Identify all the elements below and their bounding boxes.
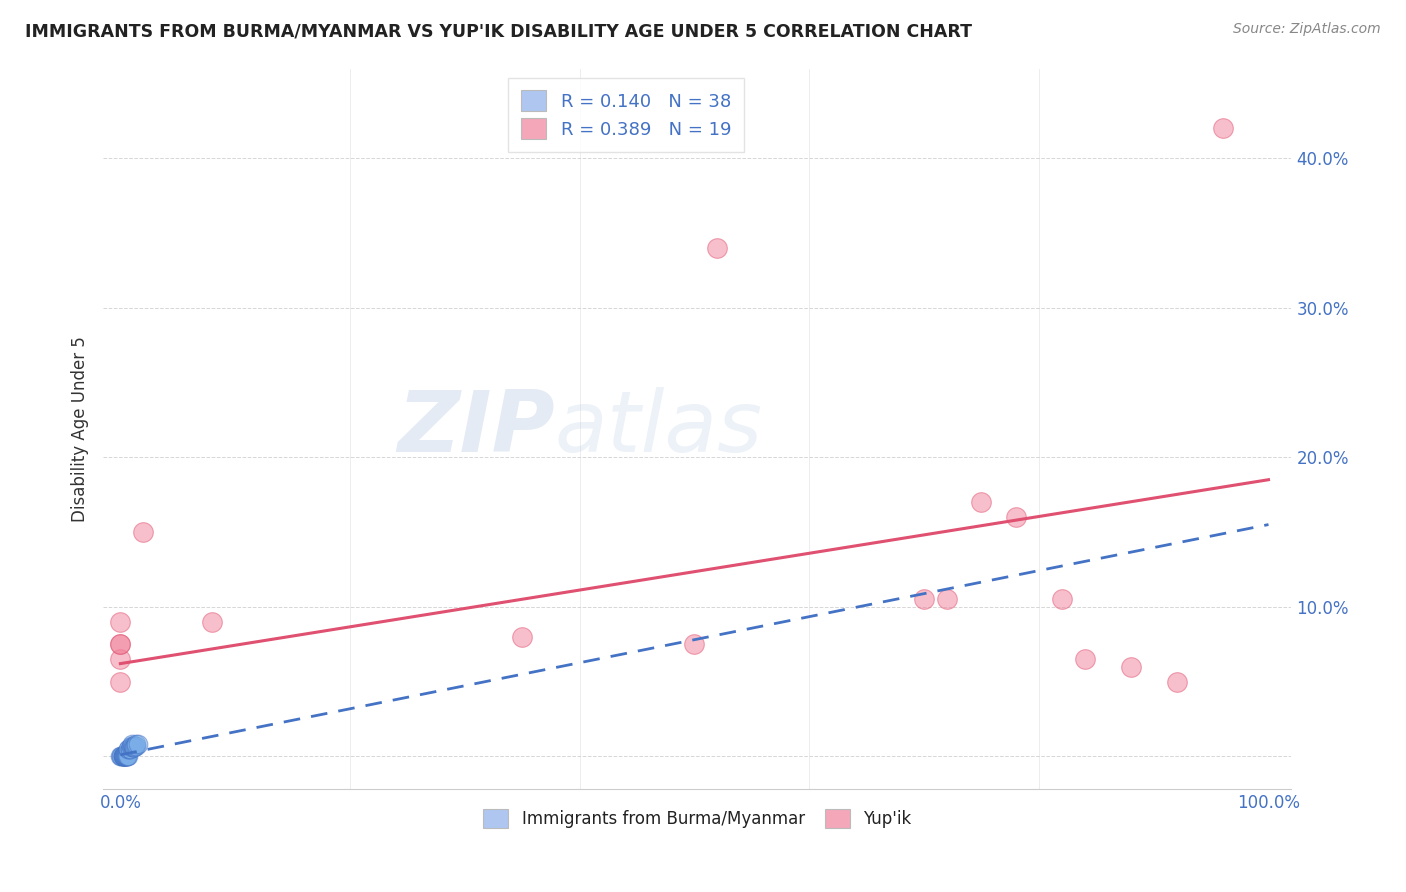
Legend: Immigrants from Burma/Myanmar, Yup'ik: Immigrants from Burma/Myanmar, Yup'ik bbox=[477, 803, 918, 835]
Point bbox=[117, 742, 139, 756]
Point bbox=[117, 742, 139, 756]
Y-axis label: Disability Age Under 5: Disability Age Under 5 bbox=[72, 336, 89, 522]
Point bbox=[115, 749, 138, 764]
Point bbox=[936, 592, 959, 607]
Point bbox=[114, 749, 136, 764]
Point bbox=[683, 637, 706, 651]
Point bbox=[110, 749, 132, 764]
Point bbox=[1005, 510, 1028, 524]
Point bbox=[1050, 592, 1073, 607]
Point bbox=[706, 241, 728, 255]
Point bbox=[970, 495, 993, 509]
Point bbox=[111, 749, 134, 764]
Point bbox=[110, 637, 132, 651]
Point bbox=[118, 742, 141, 756]
Point bbox=[121, 737, 143, 751]
Point bbox=[110, 652, 132, 666]
Point bbox=[110, 637, 132, 651]
Point bbox=[1074, 652, 1097, 666]
Point bbox=[111, 749, 134, 764]
Point bbox=[120, 740, 142, 755]
Point bbox=[115, 749, 138, 764]
Point bbox=[1212, 121, 1234, 136]
Point bbox=[114, 749, 136, 764]
Point bbox=[510, 630, 533, 644]
Point bbox=[112, 749, 135, 764]
Point bbox=[110, 615, 132, 629]
Point bbox=[127, 737, 149, 751]
Point bbox=[124, 739, 146, 753]
Point bbox=[112, 749, 135, 764]
Point bbox=[110, 674, 132, 689]
Point bbox=[115, 749, 138, 764]
Point bbox=[1166, 674, 1188, 689]
Point bbox=[125, 739, 148, 753]
Point bbox=[121, 739, 143, 753]
Point bbox=[114, 749, 136, 764]
Text: ZIP: ZIP bbox=[396, 387, 555, 470]
Point bbox=[115, 749, 138, 764]
Point bbox=[112, 749, 135, 764]
Point bbox=[111, 749, 134, 764]
Point bbox=[122, 740, 145, 755]
Point bbox=[110, 749, 132, 764]
Point bbox=[201, 615, 224, 629]
Point bbox=[112, 749, 135, 764]
Point bbox=[115, 749, 138, 764]
Point bbox=[117, 749, 139, 764]
Text: atlas: atlas bbox=[555, 387, 762, 470]
Point bbox=[122, 740, 145, 755]
Point bbox=[122, 740, 145, 755]
Point bbox=[120, 739, 142, 753]
Point bbox=[132, 524, 155, 539]
Point bbox=[110, 749, 132, 764]
Point bbox=[125, 737, 148, 751]
Point bbox=[912, 592, 935, 607]
Text: IMMIGRANTS FROM BURMA/MYANMAR VS YUP'IK DISABILITY AGE UNDER 5 CORRELATION CHART: IMMIGRANTS FROM BURMA/MYANMAR VS YUP'IK … bbox=[25, 22, 973, 40]
Text: Source: ZipAtlas.com: Source: ZipAtlas.com bbox=[1233, 22, 1381, 37]
Point bbox=[122, 739, 145, 753]
Point bbox=[118, 742, 141, 756]
Point bbox=[1119, 659, 1142, 673]
Point bbox=[111, 749, 134, 764]
Point bbox=[115, 749, 138, 764]
Point bbox=[112, 749, 135, 764]
